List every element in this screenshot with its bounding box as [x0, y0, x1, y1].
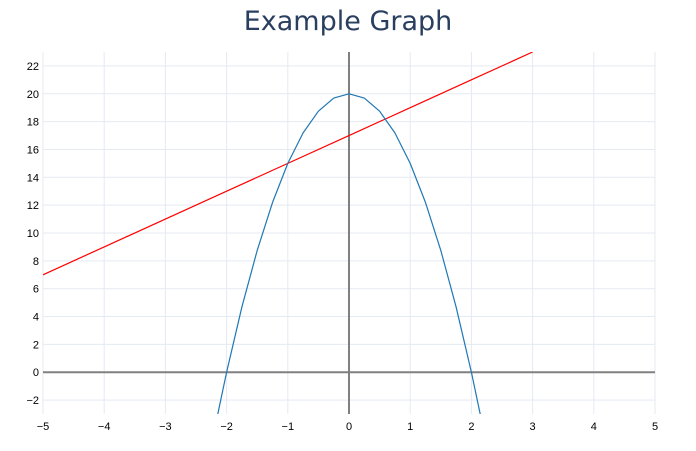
y-tick-label: 10: [27, 228, 39, 240]
series-group: [43, 52, 533, 414]
x-tick-label: 3: [530, 421, 536, 433]
y-tick-label: 18: [27, 117, 39, 129]
x-tick-label: 1: [407, 421, 413, 433]
x-tick-label: 0: [346, 421, 352, 433]
chart-title: Example Graph: [243, 6, 453, 37]
x-tick-label: −2: [220, 421, 233, 433]
y-tick-label: 2: [33, 339, 39, 351]
y-tick-label: −2: [26, 395, 39, 407]
zero-axis-lines: [43, 52, 655, 414]
x-tick-label: −1: [282, 421, 295, 433]
x-tick-label: 2: [468, 421, 474, 433]
y-tick-label: 12: [27, 200, 39, 212]
y-tick-label: 22: [27, 61, 39, 73]
x-tick-label: −3: [159, 421, 172, 433]
y-tick-label: 20: [27, 89, 39, 101]
y-tick-label: 8: [33, 256, 39, 268]
series-line-2: [217, 93, 481, 414]
y-tick-labels: −2 0 2 4 6 8 10 12 14 16 18 20 22: [26, 61, 39, 407]
y-tick-label: 4: [33, 312, 39, 324]
x-tick-label: −4: [98, 421, 111, 433]
y-tick-label: 16: [27, 144, 39, 156]
x-tick-label: 5: [652, 421, 658, 433]
y-tick-label: 0: [33, 367, 39, 379]
y-tick-label: 6: [33, 284, 39, 296]
y-tick-label: 14: [27, 172, 39, 184]
x-tick-labels: −5 −4 −3 −2 −1 0 1 2 3 4 5: [37, 421, 658, 433]
x-tick-label: 4: [591, 421, 597, 433]
x-tick-label: −5: [37, 421, 50, 433]
